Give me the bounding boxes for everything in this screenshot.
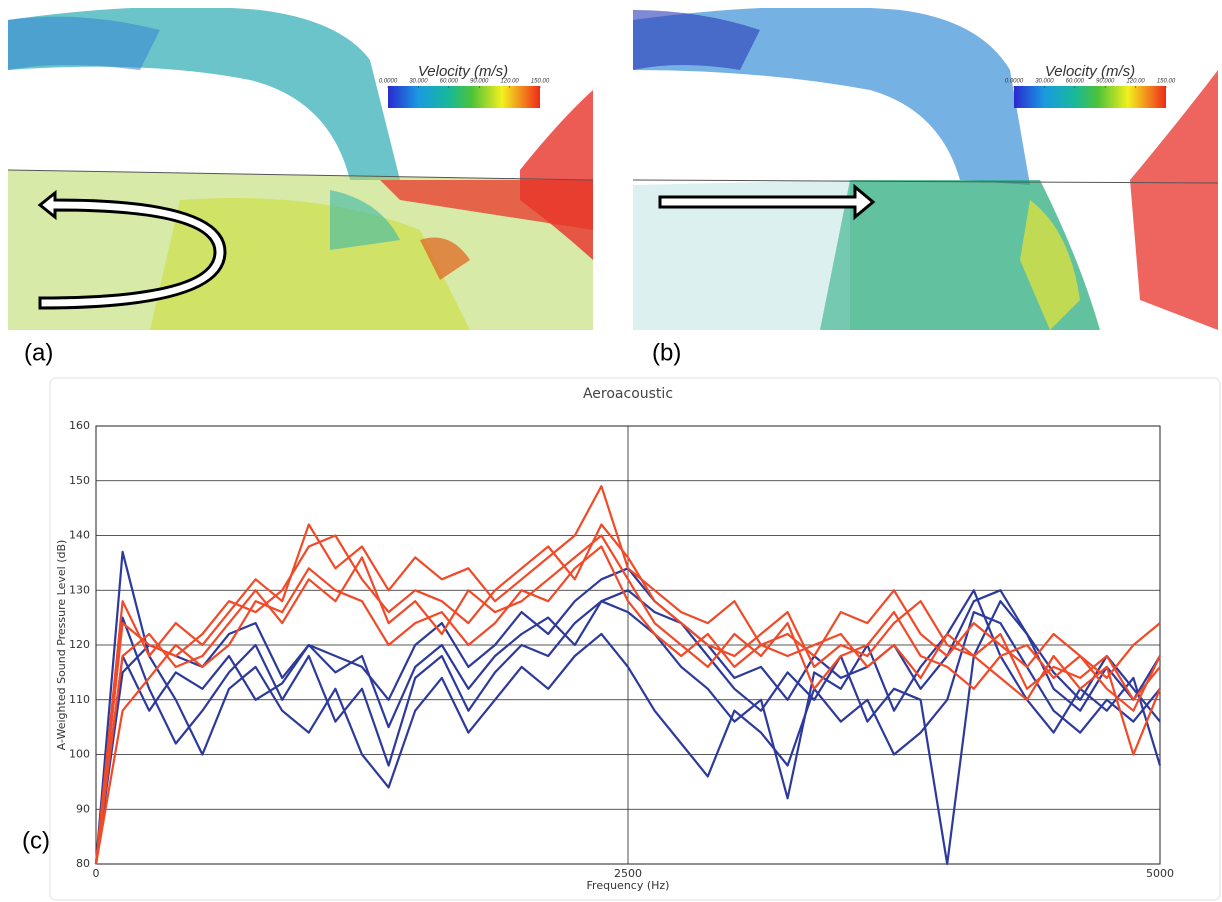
colorbar-tick-label: 60.000 [440, 79, 459, 85]
y-tick-label: 110 [69, 693, 90, 706]
colorbar-b: Velocity (m/s) 0.0000 30.000 60.000 90.000 1… [1005, 63, 1176, 108]
colorbar-tick-label: 60.000 [1066, 79, 1085, 85]
panel-label: (b) [652, 339, 681, 366]
series-line [94, 534, 1161, 865]
x-tick-label: 0 [93, 867, 100, 880]
y-tick-label: 130 [69, 583, 90, 596]
colorbar [388, 86, 540, 108]
colorbar-tick-label: 30.000 [1035, 79, 1054, 85]
y-tick-label: 90 [76, 802, 90, 815]
series-line [94, 485, 1161, 865]
colorbar-tick-label: 120.00 [500, 79, 519, 85]
colorbar-title: Velocity (m/s) [418, 63, 508, 80]
x-tick-label: 2500 [614, 867, 642, 880]
colorbar-tick-label: 120.00 [1126, 79, 1145, 85]
y-tick-label: 160 [69, 419, 90, 432]
y-tick-label: 80 [76, 857, 90, 870]
y-tick-label: 100 [69, 748, 90, 761]
series-line [94, 523, 1161, 865]
colorbar-tick-label: 30.000 [409, 79, 428, 85]
panel-label: (a) [24, 339, 53, 366]
colorbar-title: Velocity (m/s) [1045, 63, 1135, 80]
y-tick-label: 120 [69, 638, 90, 651]
colorbar-tick-label: 0.0000 [1005, 79, 1024, 85]
y-axis-title: A-Weighted Sound Pressure Level (dB) [55, 540, 68, 751]
colorbar-tick-label: 150.00 [531, 79, 550, 85]
x-tick-label: 5000 [1146, 867, 1174, 880]
x-axis-title: Frequency (Hz) [587, 879, 670, 892]
series-line [94, 589, 1161, 866]
colorbar-a: Velocity (m/s) 0.0000 30.000 60.000 90.000 1… [379, 63, 550, 108]
panel-label: (c) [22, 827, 50, 854]
series-line [94, 545, 1162, 865]
flow-field-a [8, 8, 593, 330]
y-tick-label: 140 [69, 529, 90, 542]
chart-frame [49, 377, 1221, 901]
colorbar [1014, 86, 1166, 108]
colorbar-tick-label: 0.0000 [379, 79, 398, 85]
plot-area: 80 90 100 110 120 130 140 150 160 0 2500 5000 [69, 419, 1174, 880]
chart-title: Aeroacoustic [583, 386, 673, 402]
colorbar-tick-label: 90.000 [1096, 79, 1115, 85]
y-tick-label: 150 [69, 474, 90, 487]
colorbar-tick-label: 90.000 [470, 79, 489, 85]
plot-border [95, 425, 1161, 865]
colorbar-tick-label: 150.00 [1157, 79, 1176, 85]
series-line [94, 589, 1162, 865]
series-line [94, 550, 1161, 865]
flow-field-b [633, 8, 1218, 330]
